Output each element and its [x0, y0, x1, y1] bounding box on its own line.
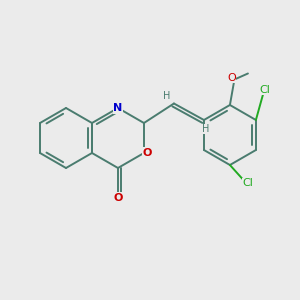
Text: O: O: [113, 193, 123, 203]
Text: O: O: [227, 73, 236, 83]
Text: H: H: [163, 91, 170, 101]
Text: Cl: Cl: [260, 85, 270, 95]
Text: N: N: [113, 103, 123, 113]
Text: Cl: Cl: [242, 178, 253, 188]
Text: H: H: [202, 124, 209, 134]
Text: O: O: [142, 148, 152, 158]
